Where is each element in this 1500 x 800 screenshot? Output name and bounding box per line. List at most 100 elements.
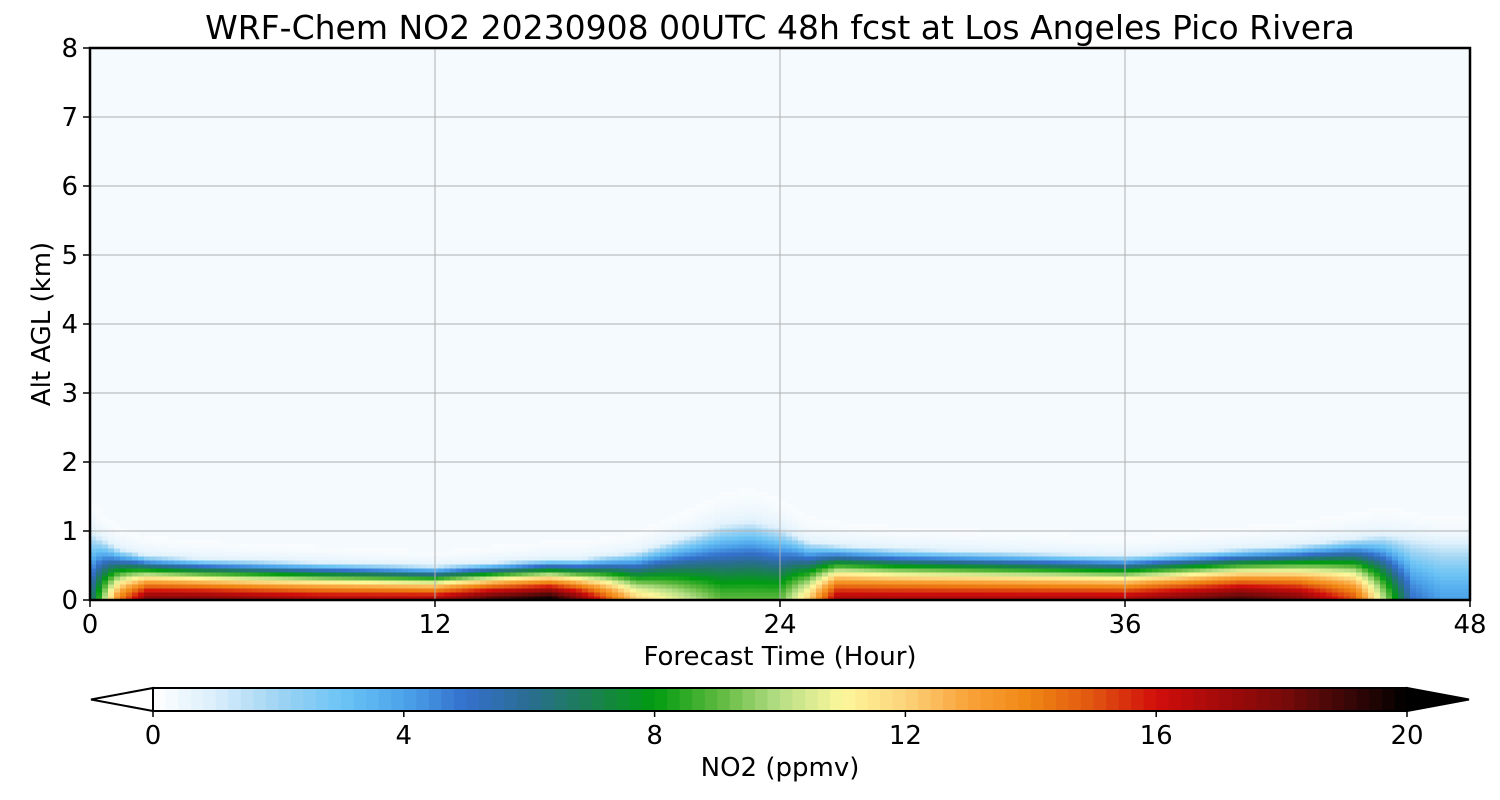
field-cell <box>1380 540 1387 545</box>
field-cell <box>702 560 709 565</box>
field-cell <box>1026 584 1033 589</box>
field-cell <box>462 576 469 581</box>
field-cell <box>738 504 745 509</box>
field-cell <box>1074 552 1081 557</box>
field-cell <box>696 568 703 573</box>
field-cell <box>132 576 139 581</box>
field-cell <box>630 568 637 573</box>
field-cell <box>1296 592 1303 597</box>
field-cell <box>1254 528 1261 533</box>
field-cell <box>216 540 223 545</box>
field-cell <box>1188 556 1195 561</box>
colorbar-swatch <box>1394 688 1408 711</box>
field-cell <box>486 556 493 561</box>
field-cell <box>696 508 703 513</box>
field-cell <box>1110 560 1117 565</box>
field-cell <box>762 576 769 581</box>
field-cell <box>756 500 763 505</box>
field-cell <box>942 592 949 597</box>
field-cell <box>1374 532 1381 537</box>
field-cell <box>768 536 775 541</box>
field-cell <box>120 548 127 553</box>
field-cell <box>1296 532 1303 537</box>
field-cell <box>1386 552 1393 557</box>
field-cell <box>744 588 751 593</box>
field-cell <box>198 576 205 581</box>
field-cell <box>630 536 637 541</box>
field-cell <box>192 560 199 565</box>
field-cell <box>1404 576 1411 581</box>
field-cell <box>1452 576 1459 581</box>
field-cell <box>372 556 379 561</box>
field-cell <box>552 544 559 549</box>
field-cell <box>1224 536 1231 541</box>
field-cell <box>294 548 301 553</box>
field-cell <box>1278 552 1285 557</box>
field-cell <box>1344 588 1351 593</box>
field-cell <box>618 572 625 577</box>
field-cell <box>606 588 613 593</box>
field-cell <box>672 548 679 553</box>
field-cell <box>678 556 685 561</box>
field-cell <box>450 568 457 573</box>
field-cell <box>636 592 643 597</box>
field-cell <box>714 504 721 509</box>
field-cell <box>300 584 307 589</box>
field-cell <box>300 568 307 573</box>
field-cell <box>648 532 655 537</box>
field-cell <box>1158 532 1165 537</box>
field-cell <box>966 580 973 585</box>
field-cell <box>330 568 337 573</box>
field-cell <box>744 512 751 517</box>
field-cell <box>1164 596 1171 601</box>
field-cell <box>300 548 307 553</box>
field-cell <box>156 580 163 585</box>
field-cell <box>1218 564 1225 569</box>
field-cell <box>1002 560 1009 565</box>
field-cell <box>684 568 691 573</box>
field-cell <box>1428 564 1435 569</box>
field-cell <box>198 552 205 557</box>
field-cell <box>1032 552 1039 557</box>
field-cell <box>594 588 601 593</box>
field-cell <box>162 564 169 569</box>
colorbar-swatch <box>855 688 869 711</box>
field-cell <box>1218 548 1225 553</box>
field-cell <box>528 544 535 549</box>
field-cell <box>684 512 691 517</box>
field-cell <box>1350 584 1357 589</box>
field-cell <box>1350 520 1357 525</box>
field-cell <box>1284 580 1291 585</box>
field-cell <box>570 588 577 593</box>
field-cell <box>990 572 997 577</box>
field-cell <box>222 580 229 585</box>
field-cell <box>120 564 127 569</box>
field-cell <box>1206 548 1213 553</box>
field-cell <box>1320 544 1327 549</box>
field-cell <box>636 536 643 541</box>
colorbar-swatch <box>993 688 1007 711</box>
field-cell <box>144 536 151 541</box>
field-cell <box>738 492 745 497</box>
field-cell <box>1392 516 1399 521</box>
field-cell <box>150 540 157 545</box>
field-cell <box>1368 548 1375 553</box>
field-cell <box>936 532 943 537</box>
field-cell <box>546 580 553 585</box>
field-cell <box>456 572 463 577</box>
field-cell <box>1404 580 1411 585</box>
field-cell <box>1434 548 1441 553</box>
field-cell <box>726 560 733 565</box>
field-cell <box>240 568 247 573</box>
field-cell <box>804 584 811 589</box>
field-cell <box>1350 556 1357 561</box>
field-cell <box>1464 564 1471 569</box>
field-cell <box>780 560 787 565</box>
field-cell <box>156 548 163 553</box>
field-cell <box>1272 572 1279 577</box>
field-cell <box>588 548 595 553</box>
field-cell <box>366 552 373 557</box>
field-cell <box>822 572 829 577</box>
field-cell <box>804 588 811 593</box>
field-cell <box>1266 564 1273 569</box>
